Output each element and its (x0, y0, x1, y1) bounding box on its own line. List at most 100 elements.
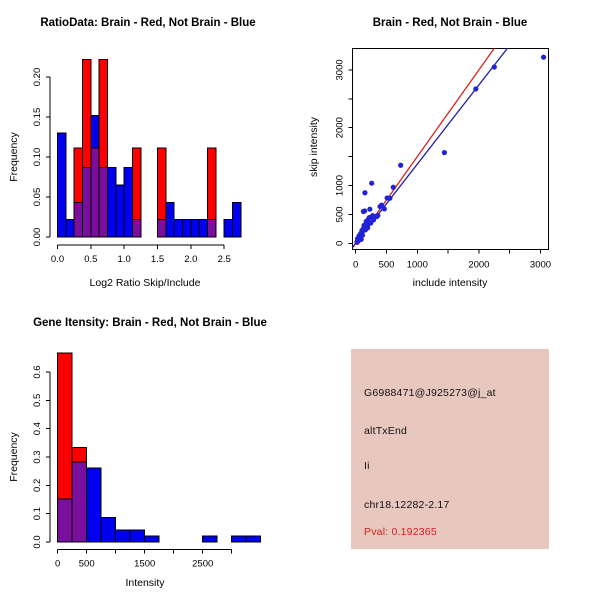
y-tick-label: 0.15 (32, 108, 43, 127)
ratio-histogram-y-axis-label: Frequency (8, 131, 20, 181)
gene-intensity-x-axis-label: Intensity (125, 577, 165, 589)
gene-intensity-histogram-chart: Gene Itensity: Brain - Red, Not Brain - … (8, 317, 267, 589)
data-point (369, 180, 375, 186)
y-tick-label: 0.10 (32, 148, 43, 167)
data-point (473, 86, 479, 92)
data-point (390, 184, 396, 190)
bar-blue-segment (86, 467, 102, 543)
bar-red-segment (57, 352, 73, 500)
x-tick-label: 1.5 (151, 254, 164, 265)
probe-id-text: G6988471@J925273@j_at (364, 387, 496, 399)
scatter-y-axis-label: skip intensity (308, 116, 320, 177)
data-point (358, 236, 364, 242)
data-point (378, 202, 385, 208)
bar-overlap-segment (71, 461, 88, 543)
data-point (387, 195, 393, 201)
intensity-scatter-chart: Brain - Red, Not Brain - Blue include in… (308, 17, 551, 289)
bar-overlap-segment (98, 166, 109, 238)
x-tick-label: 0.0 (51, 254, 64, 265)
ratio-histogram-plot-area: 0.0 0.5 1.0 1.5 2.0 2.5 0.00 0.05 0.10 0.15 0.20 (32, 58, 242, 265)
ratio-histogram-title: RatioData: Brain - Red, Not Brain - Blue (40, 17, 255, 29)
bar-blue-segment (90, 114, 100, 149)
plot-box (352, 47, 550, 250)
bar-blue-segment (100, 516, 117, 543)
x-tick-label: 2.0 (184, 254, 197, 265)
x-tick-label: 3000 (530, 259, 551, 270)
scatter-x-axis-label: include intensity (413, 277, 488, 289)
gene-info-box: G6988471@J925273@j_at altTxEnd Ii chr18.… (351, 349, 549, 549)
bar-overlap-segment (132, 218, 142, 238)
data-point (365, 225, 371, 231)
y-tick-label: 0 (335, 241, 346, 246)
data-point (362, 190, 368, 196)
data-point (359, 232, 366, 238)
bar-blue-segment (173, 218, 184, 238)
bar-overlap-segment (157, 218, 167, 238)
x-tick-label: 0.5 (84, 254, 97, 265)
bar-overlap-segment (90, 147, 100, 238)
bar-red-segment (82, 58, 92, 168)
bar-blue-segment (245, 535, 262, 543)
x-tick-label: 500 (379, 259, 395, 270)
data-point (367, 206, 373, 212)
bar-red-segment (73, 147, 84, 204)
bar-blue-segment (65, 218, 75, 238)
x-tick-label: 2000 (468, 259, 489, 270)
bar-overlap-segment (82, 166, 92, 238)
gene-symbol-text: Ii (364, 460, 370, 472)
splice-type-text: altTxEnd (364, 425, 408, 437)
histogram-bars (57, 58, 242, 238)
bar-overlap-segment (207, 218, 217, 238)
y-tick-label: 0.5 (32, 394, 43, 407)
scatter-plot-area: 0 500 1000 2000 3000 0 500 1000 2000 3000 (335, 47, 551, 270)
axes (348, 47, 550, 254)
y-tick-label: 3000 (335, 59, 346, 80)
x-tick-label: 1.0 (118, 254, 131, 265)
bar-red-segment (71, 447, 88, 463)
bar-red-segment (132, 147, 142, 220)
panel-intensity-scatter: Brain - Red, Not Brain - Blue include in… (300, 0, 600, 300)
bar-overlap-segment (73, 202, 84, 238)
bar-blue-segment (144, 535, 160, 543)
y-tick-label: 0.2 (32, 479, 43, 492)
ratio-histogram-chart: RatioData: Brain - Red, Not Brain - Blue… (8, 17, 256, 289)
bar-red-segment (157, 147, 167, 220)
scatter-title: Brain - Red, Not Brain - Blue (373, 17, 528, 29)
bar-blue-segment (190, 218, 200, 238)
bar-blue-segment (223, 218, 234, 238)
y-tick-label: 2000 (335, 117, 346, 138)
x-tick-label: 2.5 (218, 254, 231, 265)
histogram-bars (57, 352, 262, 543)
data-point (362, 208, 368, 214)
x-tick-label: 0 (55, 559, 60, 570)
bar-blue-segment (57, 132, 67, 238)
x-tick-label: 2500 (192, 559, 213, 570)
bar-blue-segment (232, 202, 242, 238)
data-point (375, 212, 381, 219)
gene-intensity-y-axis-label: Frequency (8, 431, 20, 481)
panel-ratio-histogram: RatioData: Brain - Red, Not Brain - Blue… (0, 0, 300, 300)
x-tick-label: 0 (353, 259, 358, 270)
scatter-points-not-brain (354, 54, 547, 245)
y-tick-label: 0.1 (32, 507, 43, 520)
y-tick-label: 0.0 (32, 535, 43, 548)
bar-red-segment (98, 58, 109, 168)
bar-blue-segment (129, 529, 146, 543)
y-tick-label: 0.6 (32, 365, 43, 378)
data-point (491, 64, 497, 70)
x-tick-label: 1500 (134, 559, 155, 570)
bar-red-segment (207, 147, 217, 220)
data-point (381, 206, 387, 212)
gene-intensity-histogram-plot-area: 0 500 1500 2500 0.0 0.1 0.2 0.3 0.4 0.5 0.6 (32, 352, 262, 570)
y-tick-label: 0.4 (32, 422, 43, 435)
axes (46, 76, 225, 249)
gene-intensity-histogram-title: Gene Itensity: Brain - Red, Not Brain - … (33, 317, 267, 329)
bar-blue-segment (165, 202, 175, 238)
panel-gene-info: G6988471@J925273@j_at altTxEnd Ii chr18.… (300, 300, 600, 600)
pval-text: Pval: 0.192365 (364, 526, 437, 538)
bar-blue-segment (182, 218, 192, 238)
data-point (441, 149, 448, 156)
data-point (398, 162, 404, 168)
y-tick-label: 0.20 (32, 68, 43, 87)
